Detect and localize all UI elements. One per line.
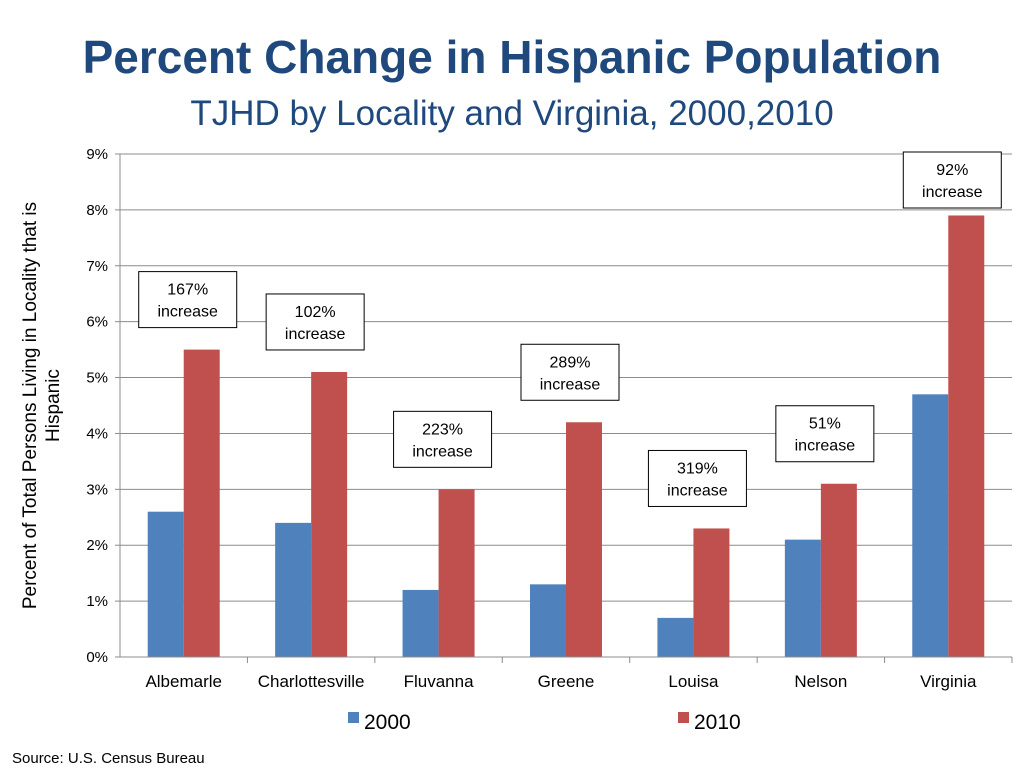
annotation-greene: 289% increase: [520, 343, 620, 401]
y-tick-label: 9%: [86, 146, 108, 163]
bar-2010-greene: [566, 422, 602, 657]
y-tick-label: 4%: [86, 425, 108, 442]
annotation-percent: 92%: [936, 162, 968, 179]
bar-2010-nelson: [820, 483, 857, 657]
y-tick-label: 2%: [86, 537, 108, 554]
source-note: Source: U.S. Census Bureau: [12, 750, 205, 767]
annotation-box: [265, 293, 365, 351]
bar-2000-louisa: [657, 617, 694, 657]
annotation-label: increase: [412, 443, 473, 460]
bar-2010-charlottesville: [311, 371, 348, 657]
legend: 2000 2010: [348, 711, 741, 734]
annotation-percent: 223%: [422, 421, 463, 438]
legend-label-2000: 2000: [364, 711, 411, 734]
x-tick-label: Virginia: [920, 672, 977, 691]
bar-2000-fluvanna: [402, 589, 439, 657]
x-tick-label: Greene: [538, 672, 595, 691]
page-title: Percent Change in Hispanic Population: [82, 31, 942, 83]
bar-2000-albemarle: [147, 511, 184, 657]
y-axis-title: Percent of Total Persons Living in Local…: [20, 202, 64, 609]
annotation-box: [647, 449, 747, 507]
y-tick-label: 5%: [86, 370, 108, 387]
bar-2000-nelson: [784, 539, 821, 657]
y-tick-label: 1%: [86, 593, 108, 610]
bar-2010-louisa: [693, 528, 730, 657]
x-tick-label: Louisa: [668, 672, 719, 691]
x-tick-label: Charlottesville: [258, 672, 365, 691]
y-tick-label: 8%: [86, 202, 108, 219]
annotations: 167%increase 102%increase223%increase289%…: [138, 151, 1002, 507]
annotation-percent: 167%: [167, 282, 208, 299]
y-tick-label: 7%: [86, 258, 108, 275]
annotation-label: increase: [157, 304, 218, 321]
bar-2010-virginia: [948, 215, 985, 657]
legend-swatch-2010: [678, 712, 689, 723]
annotation-percent: 319%: [677, 460, 718, 477]
annotation-percent: 102%: [295, 304, 336, 321]
legend-label-2010: 2010: [694, 711, 741, 734]
annotation-percent: 289%: [550, 354, 591, 371]
annotation-box: [902, 151, 1002, 209]
annotation-label: increase: [922, 184, 983, 201]
annotation-box: [138, 271, 238, 329]
axes: 0% 1% 2% 3% 4% 5% 6% 7% 8% 9% Albemarle Charlottesv…: [20, 146, 1013, 691]
annotation-albemarle: 167% increase: [138, 271, 238, 329]
annotation-charlottesville: 102% increase: [265, 293, 365, 351]
bar-2010-fluvanna: [438, 489, 475, 657]
annotation-label: increase: [795, 438, 856, 455]
bar-2010-albemarle: [183, 349, 220, 657]
page-subtitle: TJHD by Locality and Virginia, 2000,2010: [190, 94, 834, 133]
x-tick-label: Nelson: [794, 672, 847, 691]
annotation-box: [775, 405, 875, 463]
annotation-label: increase: [285, 326, 346, 343]
annotation-box: [393, 410, 493, 468]
bar-2000-greene: [530, 584, 566, 657]
y-tick-label: 0%: [86, 649, 108, 666]
y-tick-label: 3%: [86, 481, 108, 498]
x-tick-label: Albemarle: [145, 672, 222, 691]
annotation-label: increase: [667, 482, 728, 499]
bars: [147, 215, 985, 657]
x-tick-label: Fluvanna: [404, 672, 474, 691]
annotation-label: increase: [540, 376, 601, 393]
bar-2000-virginia: [912, 394, 949, 657]
annotation-box: [520, 343, 620, 401]
legend-swatch-2000: [348, 712, 359, 723]
annotation-nelson: 51% increase: [775, 405, 875, 463]
annotation-virginia: 92% increase: [902, 151, 1002, 209]
y-tick-label: 6%: [86, 314, 108, 331]
annotation-percent: 51%: [809, 416, 841, 433]
bar-2000-charlottesville: [275, 522, 312, 657]
annotation-fluvanna: 223% increase: [393, 410, 493, 468]
annotation-louisa: 319% increase: [647, 449, 747, 507]
